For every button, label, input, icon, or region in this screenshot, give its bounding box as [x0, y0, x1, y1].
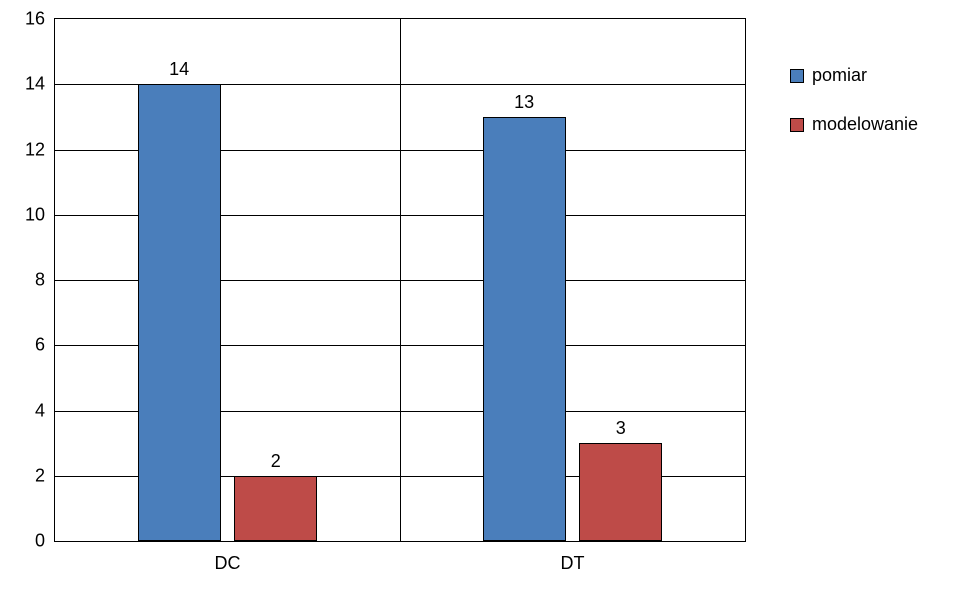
category-divider: [400, 19, 401, 541]
bar: [138, 84, 221, 541]
legend-label: pomiar: [812, 65, 867, 86]
y-tick-label: 10: [25, 204, 55, 225]
x-tick-label: DT: [561, 541, 585, 574]
legend-swatch: [790, 118, 804, 132]
legend: pomiar modelowanie: [790, 65, 918, 163]
bar: [483, 117, 566, 541]
y-tick-label: 16: [25, 9, 55, 30]
bar-value-label: 3: [616, 418, 626, 439]
y-tick-label: 0: [35, 531, 55, 552]
legend-item: modelowanie: [790, 114, 918, 135]
bar-value-label: 2: [271, 451, 281, 472]
y-tick-label: 14: [25, 74, 55, 95]
plot-area: 0246810121416142DC133DT: [54, 18, 746, 542]
bar: [579, 443, 662, 541]
y-tick-label: 12: [25, 139, 55, 160]
y-tick-label: 6: [35, 335, 55, 356]
bar-value-label: 14: [169, 59, 189, 80]
legend-label: modelowanie: [812, 114, 918, 135]
bar: [234, 476, 317, 541]
y-tick-label: 8: [35, 270, 55, 291]
legend-swatch: [790, 69, 804, 83]
y-tick-label: 2: [35, 465, 55, 486]
legend-item: pomiar: [790, 65, 918, 86]
x-tick-label: DC: [215, 541, 241, 574]
bar-chart: 0 2 4 6 8 10 12 14 16 14 2 DC 13 3 DT pomiar modelowani…: [0, 0, 969, 592]
bar-value-label: 13: [514, 92, 534, 113]
y-tick-label: 4: [35, 400, 55, 421]
